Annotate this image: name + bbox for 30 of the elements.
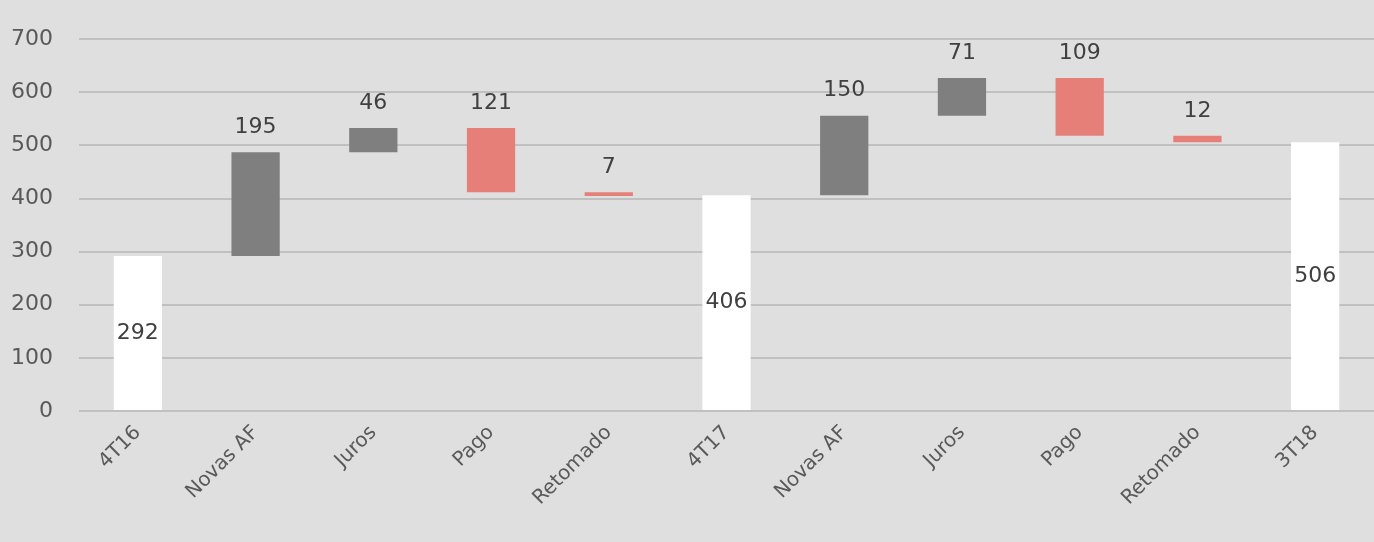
data-label: 12 xyxy=(1183,96,1212,122)
y-tick-label: 300 xyxy=(11,237,53,263)
data-label: 406 xyxy=(705,288,748,314)
data-label: 506 xyxy=(1294,261,1337,287)
bar xyxy=(702,195,751,410)
bar xyxy=(1291,142,1340,410)
y-tick-label: 0 xyxy=(39,396,53,422)
y-tick-label: 700 xyxy=(11,24,53,50)
data-label: 121 xyxy=(470,88,513,114)
bar xyxy=(584,192,633,196)
bar xyxy=(937,77,987,116)
data-label: 109 xyxy=(1058,38,1101,64)
y-tick-label: 500 xyxy=(11,131,53,157)
y-tick-label: 600 xyxy=(11,78,53,104)
bar xyxy=(1173,135,1222,143)
data-label: 292 xyxy=(116,318,159,344)
bar xyxy=(113,255,162,410)
bar xyxy=(231,152,280,256)
y-tick-label: 400 xyxy=(11,184,53,210)
data-label: 195 xyxy=(234,113,277,139)
y-tick-label: 200 xyxy=(11,290,53,316)
data-label: 46 xyxy=(359,88,388,114)
bar xyxy=(466,127,516,193)
bar xyxy=(1055,77,1104,136)
bar xyxy=(820,115,869,196)
bar xyxy=(349,127,398,153)
data-label: 7 xyxy=(601,152,616,178)
data-label: 71 xyxy=(947,38,976,64)
data-label: 150 xyxy=(823,76,866,102)
y-tick-label: 100 xyxy=(11,343,53,369)
